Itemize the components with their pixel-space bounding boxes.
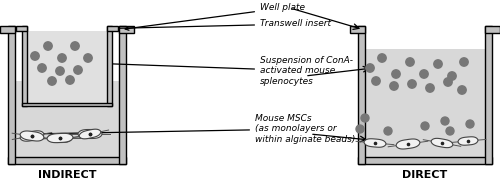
Circle shape: [48, 77, 56, 85]
Bar: [119, 26, 134, 33]
Polygon shape: [431, 138, 453, 148]
Bar: [27, 31, 107, 102]
Circle shape: [426, 84, 434, 92]
Circle shape: [58, 54, 66, 62]
Circle shape: [460, 58, 468, 66]
Polygon shape: [47, 133, 73, 143]
Circle shape: [390, 82, 398, 90]
Polygon shape: [396, 139, 420, 149]
Bar: [350, 26, 365, 33]
Bar: [0, 26, 15, 33]
Circle shape: [406, 58, 414, 66]
Circle shape: [408, 80, 416, 88]
Circle shape: [74, 66, 82, 74]
Bar: [358, 157, 492, 164]
Bar: [358, 26, 365, 164]
Circle shape: [56, 67, 64, 75]
Circle shape: [444, 78, 452, 86]
Bar: [22, 26, 27, 106]
Circle shape: [356, 125, 364, 133]
Bar: [22, 102, 112, 106]
Bar: [107, 26, 118, 31]
Circle shape: [458, 86, 466, 94]
Bar: [107, 26, 112, 106]
Circle shape: [366, 64, 374, 72]
Text: Suspension of ConA-
activated mouse
splenocytes: Suspension of ConA- activated mouse sple…: [36, 56, 353, 86]
Polygon shape: [20, 131, 44, 141]
Polygon shape: [79, 129, 101, 139]
Bar: [16, 26, 27, 31]
Circle shape: [84, 54, 92, 62]
Bar: [365, 49, 485, 157]
Bar: [15, 81, 119, 157]
Circle shape: [384, 127, 392, 135]
Circle shape: [421, 122, 429, 130]
Polygon shape: [20, 131, 44, 141]
Bar: [27, 31, 107, 102]
Text: Mouse MSCs
(as monolayers or
within alginate beads): Mouse MSCs (as monolayers or within algi…: [33, 114, 356, 144]
Text: INDIRECT: INDIRECT: [38, 170, 96, 180]
Text: DIRECT: DIRECT: [402, 170, 448, 180]
Bar: [485, 26, 500, 33]
Circle shape: [44, 42, 52, 50]
Circle shape: [38, 64, 46, 72]
Circle shape: [392, 70, 400, 78]
Bar: [8, 157, 126, 164]
Circle shape: [378, 54, 386, 62]
Circle shape: [420, 70, 428, 78]
Circle shape: [361, 114, 369, 122]
Bar: [485, 26, 492, 164]
Text: Well plate: Well plate: [125, 4, 305, 30]
Polygon shape: [364, 139, 386, 147]
Polygon shape: [78, 129, 102, 139]
Circle shape: [466, 120, 474, 128]
Circle shape: [372, 77, 380, 85]
Circle shape: [446, 127, 454, 135]
Bar: [119, 26, 126, 164]
Circle shape: [448, 72, 456, 80]
Bar: [8, 26, 15, 164]
Circle shape: [71, 42, 79, 50]
Circle shape: [441, 117, 449, 125]
Circle shape: [31, 52, 39, 60]
Text: Transwell insert: Transwell insert: [113, 20, 331, 30]
Polygon shape: [458, 137, 478, 145]
Circle shape: [434, 60, 442, 68]
Polygon shape: [48, 133, 72, 143]
Circle shape: [66, 76, 74, 84]
